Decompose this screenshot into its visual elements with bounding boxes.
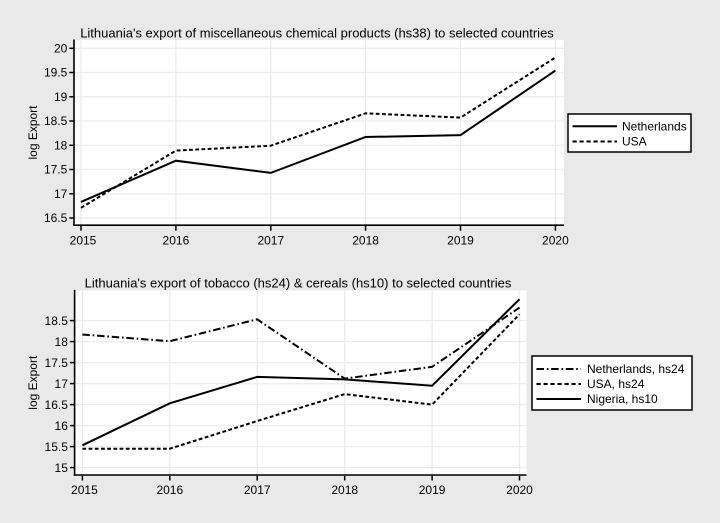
svg-text:Netherlands: Netherlands (622, 119, 687, 133)
svg-text:18.5: 18.5 (45, 314, 69, 328)
svg-text:19.5: 19.5 (44, 66, 68, 80)
svg-text:Lithuania's export of miscella: Lithuania's export of miscellaneous chem… (80, 26, 554, 41)
svg-text:19: 19 (54, 90, 68, 104)
svg-text:Nigeria, hs10: Nigeria, hs10 (587, 392, 658, 406)
svg-text:log Export: log Export (26, 355, 40, 410)
svg-text:15: 15 (55, 461, 69, 475)
svg-text:2020: 2020 (506, 483, 533, 497)
svg-text:17.5: 17.5 (44, 163, 68, 177)
svg-text:15.5: 15.5 (45, 440, 69, 454)
svg-text:20: 20 (54, 42, 68, 56)
svg-text:18.5: 18.5 (44, 114, 68, 128)
svg-text:2018: 2018 (352, 233, 379, 247)
svg-text:2018: 2018 (331, 483, 358, 497)
svg-text:Netherlands, hs24: Netherlands, hs24 (587, 362, 685, 376)
svg-text:2017: 2017 (257, 233, 284, 247)
svg-text:16: 16 (55, 419, 69, 433)
svg-text:2020: 2020 (542, 233, 569, 247)
svg-text:2015: 2015 (71, 483, 98, 497)
svg-text:2019: 2019 (419, 483, 446, 497)
svg-text:USA: USA (622, 135, 647, 149)
svg-text:17: 17 (55, 377, 69, 391)
svg-text:log Export: log Export (26, 105, 40, 160)
svg-text:17: 17 (54, 187, 68, 201)
svg-text:2016: 2016 (163, 233, 190, 247)
svg-text:2016: 2016 (156, 483, 183, 497)
svg-text:18: 18 (55, 335, 69, 349)
svg-text:Lithuania's export of tobacco: Lithuania's export of tobacco (hs24) & c… (85, 276, 512, 291)
svg-text:2015: 2015 (70, 233, 97, 247)
svg-text:2017: 2017 (244, 483, 271, 497)
svg-text:18: 18 (54, 139, 68, 153)
svg-text:2019: 2019 (447, 233, 474, 247)
svg-text:USA, hs24: USA, hs24 (587, 377, 645, 391)
svg-text:16.5: 16.5 (45, 398, 69, 412)
svg-text:16.5: 16.5 (44, 211, 68, 225)
svg-text:17.5: 17.5 (45, 356, 69, 370)
